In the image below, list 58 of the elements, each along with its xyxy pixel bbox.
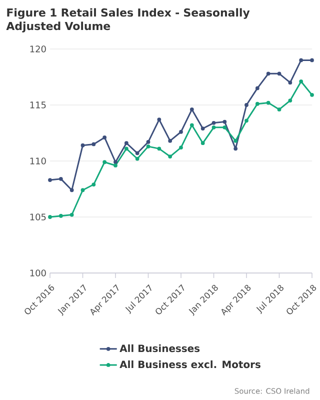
point <box>222 125 227 130</box>
point <box>222 120 227 124</box>
y-tick-label: 100 <box>30 270 46 276</box>
point <box>48 215 52 219</box>
point <box>114 160 118 164</box>
point <box>80 188 85 192</box>
point <box>102 136 107 140</box>
point <box>234 146 238 151</box>
point <box>244 118 248 123</box>
point <box>277 108 282 112</box>
y-tick-label: 115 <box>30 102 46 108</box>
point <box>157 146 162 151</box>
point <box>200 141 205 146</box>
point <box>70 188 74 192</box>
point <box>179 146 183 150</box>
point <box>288 98 292 102</box>
point <box>124 141 128 146</box>
point <box>234 138 238 143</box>
point <box>102 160 107 164</box>
point <box>92 182 96 186</box>
y-tick-label: 120 <box>30 46 46 52</box>
point <box>190 108 194 112</box>
y-tick-label: 105 <box>30 214 46 220</box>
legend-label: All Businesses <box>120 344 200 352</box>
chart-title: Figure 1 Retail Sales Index - Seasonally Adjusted Volume <box>6 8 250 32</box>
point <box>124 146 128 151</box>
point <box>135 151 140 156</box>
point <box>80 143 85 148</box>
point <box>168 138 172 143</box>
legend-label: All Business excl. Motors <box>120 360 260 368</box>
point <box>266 100 270 105</box>
point <box>288 80 292 85</box>
point <box>114 164 118 168</box>
point <box>146 144 150 148</box>
point <box>277 72 282 76</box>
point <box>179 130 183 134</box>
y-tick-label: 110 <box>30 158 46 164</box>
point <box>212 120 216 125</box>
point <box>92 142 96 146</box>
point <box>255 102 260 106</box>
point <box>157 118 162 122</box>
point <box>255 86 260 90</box>
point <box>299 80 304 84</box>
point <box>70 212 74 217</box>
point <box>310 92 314 97</box>
point <box>146 140 150 144</box>
point <box>212 125 216 130</box>
point <box>310 58 314 62</box>
point <box>200 126 205 130</box>
point <box>266 72 270 76</box>
point <box>244 103 248 107</box>
point <box>48 178 52 182</box>
point <box>135 156 140 161</box>
point <box>58 214 63 218</box>
point <box>190 123 194 128</box>
point <box>299 58 304 62</box>
point <box>168 154 172 158</box>
point <box>58 176 63 181</box>
